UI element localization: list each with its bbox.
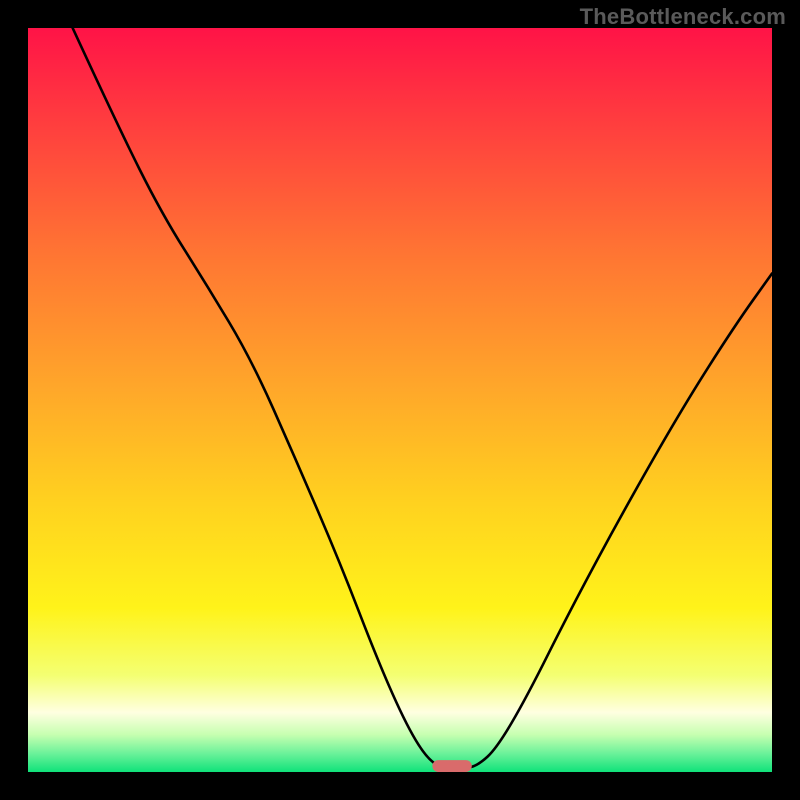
bottleneck-curve-path (73, 28, 772, 769)
bottleneck-curve (28, 28, 772, 772)
plot-area (28, 28, 772, 772)
watermark-text: TheBottleneck.com (580, 4, 786, 30)
chart-frame: TheBottleneck.com (0, 0, 800, 800)
optimal-point-marker (432, 760, 471, 772)
